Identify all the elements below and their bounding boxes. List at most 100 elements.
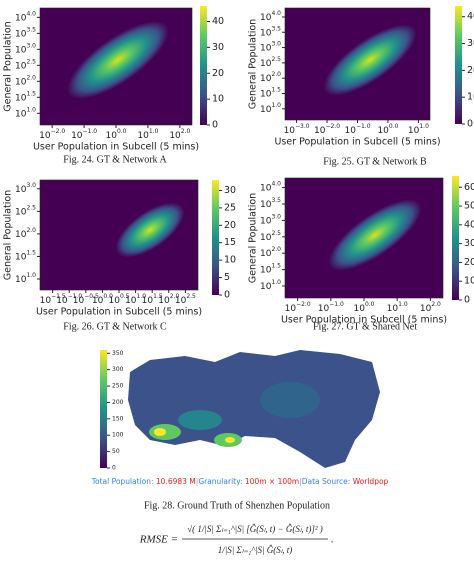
tick-exponent: 2.0 xyxy=(271,71,281,78)
tick-exponent: 1.0 xyxy=(419,123,429,130)
tick-exponent: 3.0 xyxy=(271,213,281,220)
colorbar-tick-label: 60 xyxy=(464,182,474,193)
tick-exponent: 1.0 xyxy=(137,293,147,300)
tick-exponent: 0.0 xyxy=(365,301,375,308)
formula-numerator: √( 1/|S| Σₗ₌₁^|S| [Ĝ(Sₗ, t) − Ĝ(Sₗ, t)]²… xyxy=(187,524,323,534)
tick-exponent: 2.0 xyxy=(271,246,281,253)
tick-base: 10 xyxy=(15,252,27,262)
colorbar-tick-label: 20 xyxy=(464,257,474,268)
tick-exponent: 0.0 xyxy=(389,123,399,130)
x-tick-label: 10−2.0 xyxy=(314,123,340,136)
tick-exponent: 2.5 xyxy=(271,55,281,62)
tick-base: 10 xyxy=(260,249,272,259)
y-tick-label: 101.0 xyxy=(15,272,36,285)
figure-caption: Fig. 28. Ground Truth of Shenzhen Popula… xyxy=(144,500,330,511)
tick-base: 10 xyxy=(92,296,104,306)
figure-caption: Fig. 27. GT & Shared Net xyxy=(313,321,417,332)
x-tick-label: 101.0 xyxy=(387,301,408,314)
tick-exponent: 3.5 xyxy=(271,25,281,32)
x-tick-label: 102.0 xyxy=(158,293,179,306)
tick-exponent: 1.5 xyxy=(26,249,36,256)
heatmap xyxy=(40,180,198,290)
y-tick-label: 102.5 xyxy=(15,204,36,217)
colorbar-tick-label: 10 xyxy=(224,255,236,266)
y-tick-label: 104.0 xyxy=(260,9,281,22)
colorbar-tick-label: 15 xyxy=(224,237,236,248)
tick-base: 10 xyxy=(56,296,68,306)
tick-base: 10 xyxy=(15,207,27,217)
tick-exponent: 2.0 xyxy=(170,293,180,300)
tick-exponent: −1.0 xyxy=(83,128,98,135)
x-tick-label: 101.0 xyxy=(125,293,146,306)
tick-exponent: 1.0 xyxy=(149,128,159,135)
tick-base: 10 xyxy=(318,304,330,314)
tick-exponent: 0.0 xyxy=(103,293,113,300)
colorbar-tick-label: 350 xyxy=(112,350,124,357)
x-tick-label: 10−3.0 xyxy=(284,123,310,136)
legend-label: Granularity: xyxy=(198,477,245,486)
tick-base: 10 xyxy=(387,304,399,314)
colorbar-tick-label: 0 xyxy=(467,119,473,130)
tick-base: 10 xyxy=(284,126,296,136)
tick-exponent: 3.0 xyxy=(26,181,36,188)
tick-exponent: 4.0 xyxy=(271,9,281,16)
y-tick-label: 101.5 xyxy=(260,262,281,275)
tick-exponent: 1.0 xyxy=(271,279,281,286)
legend-separator: | xyxy=(196,477,199,486)
x-axis-label: User Population in Subcell (5 mins) xyxy=(36,307,202,318)
tick-base: 10 xyxy=(109,296,121,306)
map-image xyxy=(125,348,380,470)
colorbar-tick-label: 10 xyxy=(212,94,224,105)
x-axis-label: User Population in Subcell (5 mins) xyxy=(281,315,447,326)
tick-base: 10 xyxy=(260,104,272,114)
tick-exponent: −2.0 xyxy=(325,123,340,130)
tick-exponent: 4.0 xyxy=(271,180,281,187)
colorbar-tick-label: 50 xyxy=(464,201,474,212)
tick-base: 10 xyxy=(260,200,272,210)
tick-exponent: 2.5 xyxy=(26,204,36,211)
tick-base: 10 xyxy=(15,184,27,194)
x-tick-label: 100.0 xyxy=(92,293,113,306)
tick-base: 10 xyxy=(260,183,272,193)
colorbar-tick-label: 40 xyxy=(212,16,224,27)
tick-base: 10 xyxy=(15,109,27,119)
tick-exponent: 2.0 xyxy=(26,74,36,81)
x-tick-label: 101.0 xyxy=(408,123,429,136)
formula-lhs: RMSE = xyxy=(139,534,178,546)
tick-base: 10 xyxy=(169,131,181,141)
colorbar-tick-label: 10 xyxy=(464,276,474,287)
tick-base: 10 xyxy=(142,296,154,306)
tick-exponent: 1.0 xyxy=(271,101,281,108)
tick-exponent: 1.5 xyxy=(153,293,163,300)
x-tick-label: 102.0 xyxy=(169,128,190,141)
colorbar-tick-label: 50 xyxy=(112,448,120,455)
y-axis-label: General Population xyxy=(248,19,259,109)
y-tick-label: 103.5 xyxy=(260,25,281,38)
tick-exponent: 3.0 xyxy=(271,40,281,47)
x-tick-label: 10−2.0 xyxy=(39,128,65,141)
heatmap-density xyxy=(323,24,417,96)
tick-base: 10 xyxy=(344,126,356,136)
tick-exponent: 2.0 xyxy=(181,128,191,135)
x-axis-label: User Population in Subcell (5 mins) xyxy=(274,137,440,148)
colorbar-tick-label: 25 xyxy=(224,202,236,213)
tick-base: 10 xyxy=(408,126,420,136)
tick-exponent: 2.0 xyxy=(26,226,36,233)
tick-exponent: 2.0 xyxy=(431,301,441,308)
x-tick-label: 10−1.0 xyxy=(344,123,370,136)
x-tick-label: 101.0 xyxy=(137,128,158,141)
heatmap-density xyxy=(67,21,169,99)
colorbar xyxy=(200,6,207,125)
x-tick-label: 10−0.5 xyxy=(73,293,99,306)
tick-exponent: −2.0 xyxy=(51,128,66,135)
colorbar xyxy=(455,6,462,124)
tick-exponent: 1.0 xyxy=(26,272,36,279)
colorbar-tick-label: 300 xyxy=(112,366,124,373)
y-tick-label: 101.0 xyxy=(15,106,36,119)
tick-exponent: −2.0 xyxy=(296,301,311,308)
tick-base: 10 xyxy=(175,296,187,306)
colorbar xyxy=(452,176,459,300)
legend-label: Total Population: xyxy=(91,477,156,486)
tick-base: 10 xyxy=(15,29,27,39)
y-tick-label: 103.0 xyxy=(260,213,281,226)
